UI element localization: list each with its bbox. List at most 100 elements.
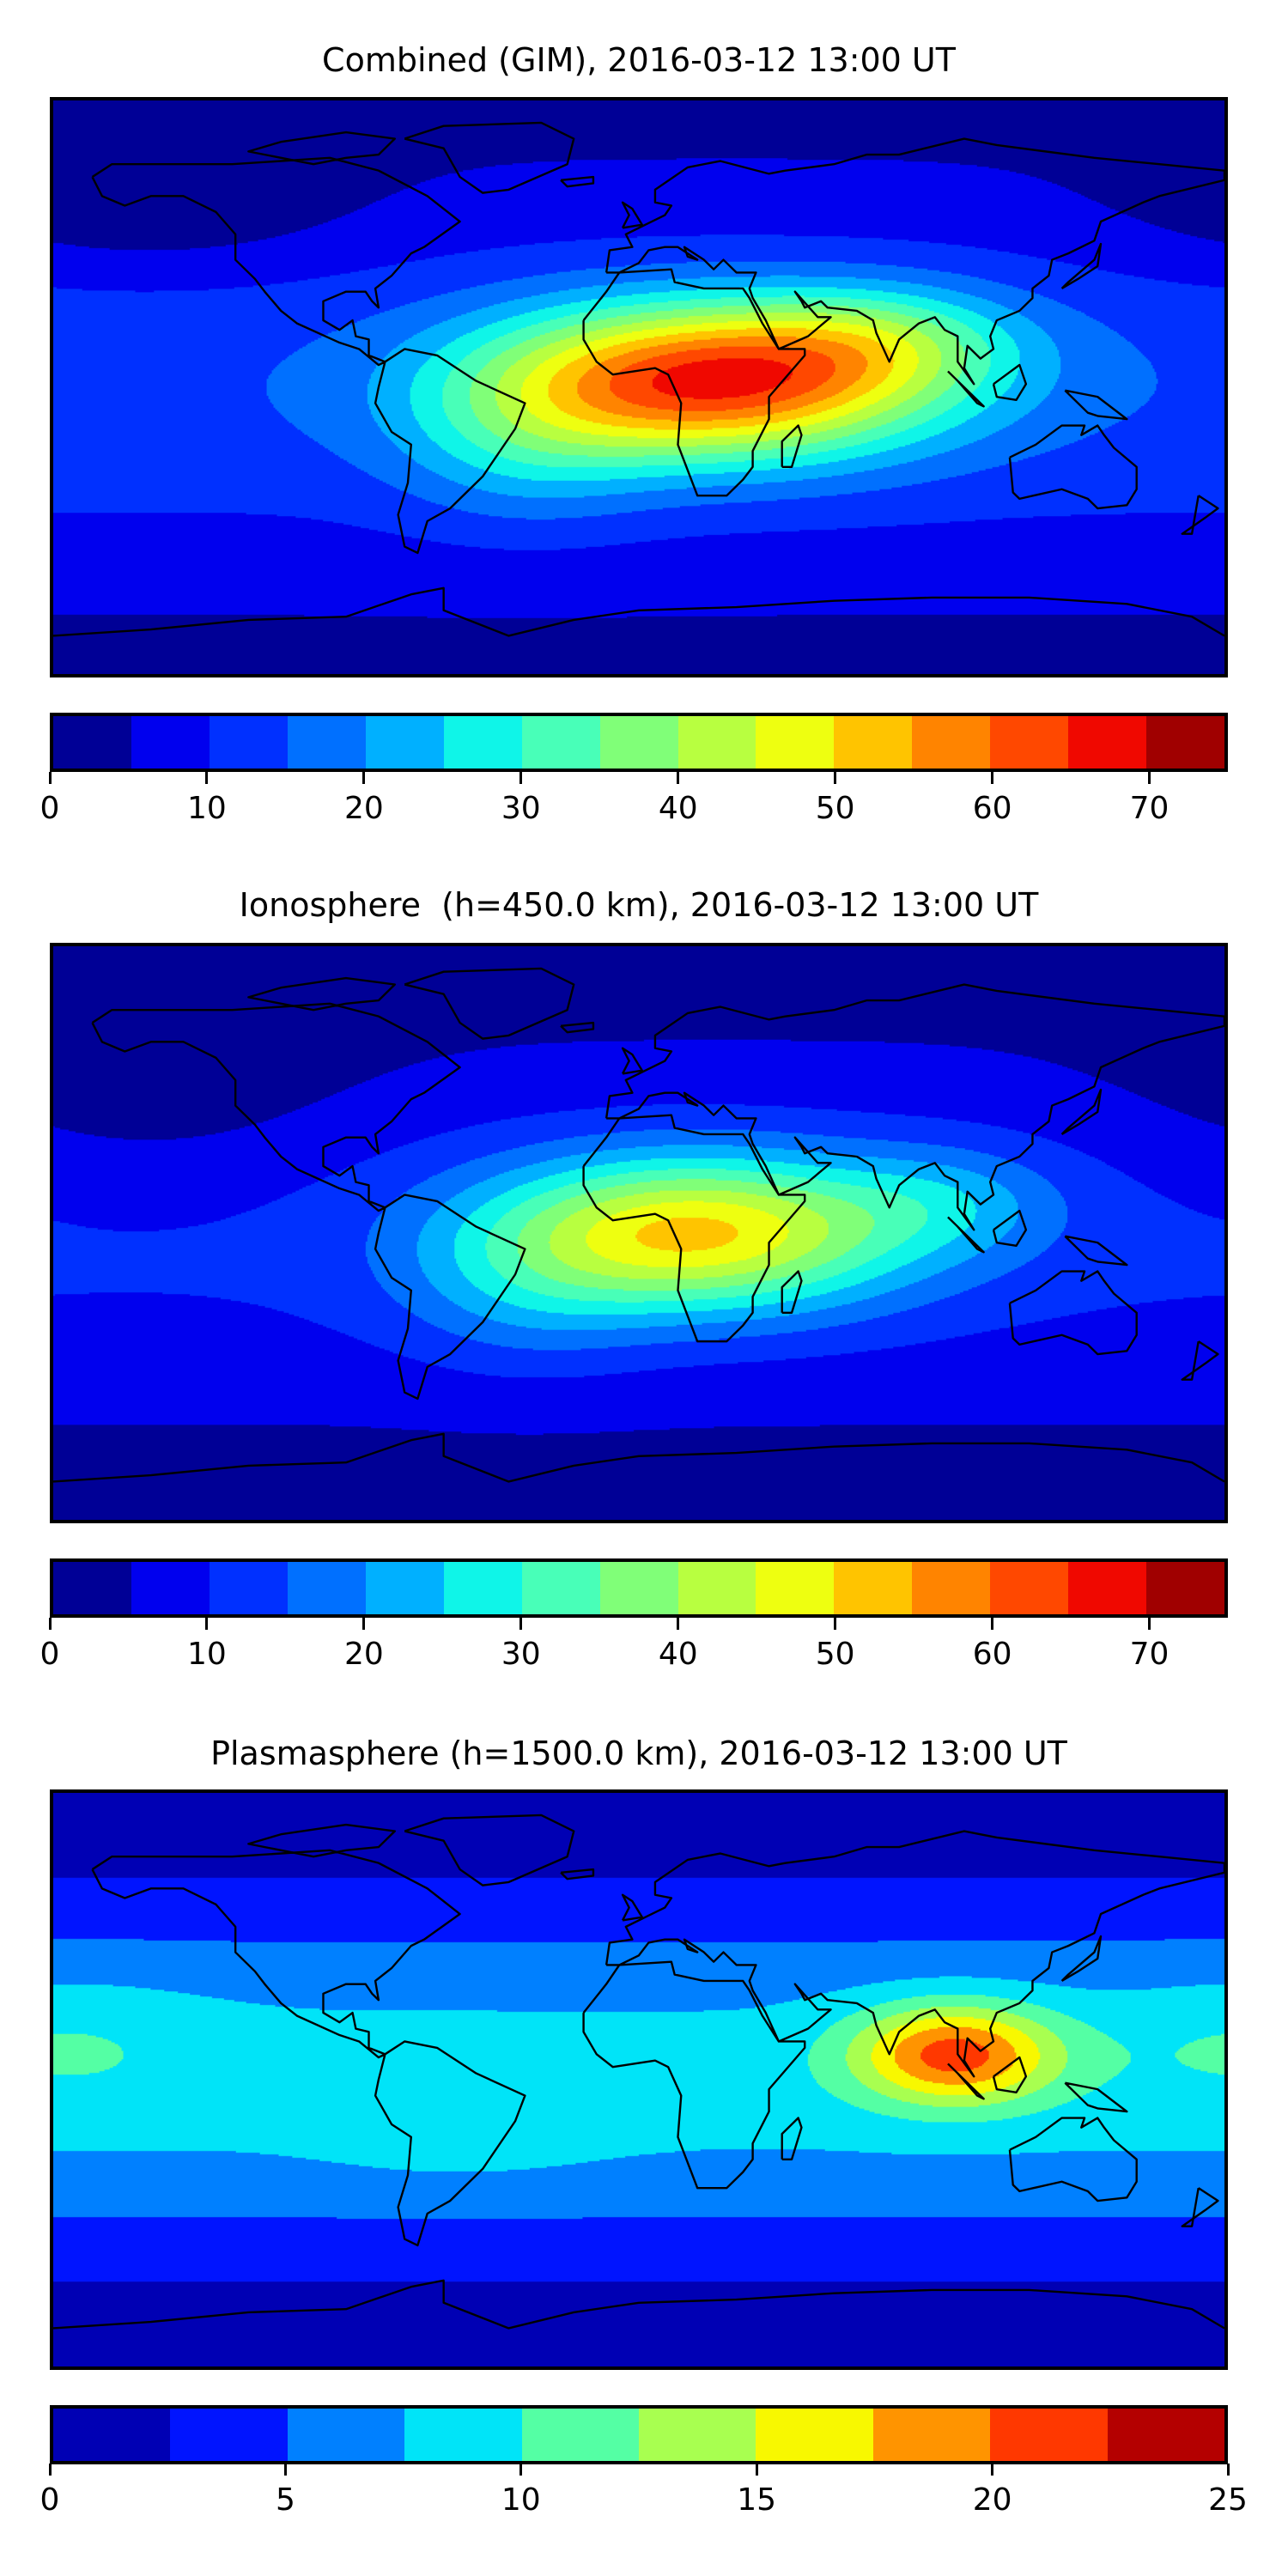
tec-map-ionosphere bbox=[50, 943, 1228, 1523]
colorbar-tick-label: 20 bbox=[343, 1637, 384, 1672]
colorbar-level-9 bbox=[756, 716, 835, 769]
colorbar-tick-label: 20 bbox=[343, 791, 384, 826]
colorbar-level-6 bbox=[521, 716, 600, 769]
colorbar-level-3 bbox=[287, 1562, 366, 1614]
colorbar-level-4 bbox=[365, 716, 444, 769]
colorbar-tick-label: 70 bbox=[1129, 1637, 1170, 1672]
colorbar-level-5 bbox=[639, 2409, 756, 2461]
colorbar-tick bbox=[519, 1618, 523, 1630]
colorbar-tick-label: 25 bbox=[1208, 2482, 1248, 2518]
colorbar-level-8 bbox=[990, 2409, 1108, 2461]
colorbar-tick bbox=[677, 772, 680, 784]
colorbar-ticks: 0 10 20 30 40 50 60 70 bbox=[40, 772, 1228, 841]
colorbar-tick-label: 0 bbox=[39, 791, 60, 826]
chart-title: Ionosphere (h=450.0 km), 2016-03-12 13:0… bbox=[239, 886, 1039, 924]
colorbar-level-0 bbox=[53, 1562, 131, 1614]
colorbar-level-10 bbox=[834, 716, 913, 769]
coastline-path bbox=[53, 123, 1224, 635]
colorbar-tick-label: 15 bbox=[737, 2482, 777, 2518]
colorbar-level-9 bbox=[1107, 2409, 1225, 2461]
colorbar-tick bbox=[362, 772, 366, 784]
colorbar-tick bbox=[991, 1618, 994, 1630]
colorbar-level-1 bbox=[131, 1562, 210, 1614]
colorbar-tick-label: 20 bbox=[972, 2482, 1012, 2518]
colorbar-tick-label: 30 bbox=[501, 1637, 541, 1672]
colorbar-tick-label: 0 bbox=[39, 2482, 60, 2518]
coastline-path bbox=[53, 1815, 1224, 2328]
colorbar-level-5 bbox=[443, 716, 522, 769]
colorbar-level-4 bbox=[365, 1562, 444, 1614]
colorbar-tick-label: 60 bbox=[972, 1637, 1012, 1672]
colorbar-level-2 bbox=[287, 2409, 405, 2461]
colorbar-tick bbox=[1226, 2464, 1230, 2476]
colorbar-level-4 bbox=[521, 2409, 640, 2461]
colorbar bbox=[50, 713, 1228, 772]
colorbar-ticks: 0 10 20 30 40 50 60 70 bbox=[40, 1618, 1228, 1686]
coastlines bbox=[53, 946, 1224, 1520]
colorbar-tick-label: 70 bbox=[1129, 791, 1170, 826]
colorbar-tick bbox=[48, 772, 52, 784]
colorbar-level-5 bbox=[443, 1562, 522, 1614]
colorbar-tick bbox=[48, 1618, 52, 1630]
colorbar-tick-label: 50 bbox=[815, 1637, 855, 1672]
colorbar-tick-label: 10 bbox=[187, 791, 227, 826]
colorbar-level-12 bbox=[990, 1562, 1069, 1614]
colorbar-level-13 bbox=[1068, 1562, 1147, 1614]
contour-field bbox=[53, 100, 1224, 674]
colorbar-level-6 bbox=[521, 1562, 600, 1614]
colorbar-level-11 bbox=[912, 1562, 991, 1614]
colorbar-tick-label: 5 bbox=[275, 2482, 295, 2518]
colorbar-level-3 bbox=[287, 716, 366, 769]
colorbar bbox=[50, 1558, 1228, 1618]
colorbar-tick-label: 60 bbox=[972, 791, 1012, 826]
coastlines bbox=[53, 1793, 1224, 2366]
tec-map-plasmasphere bbox=[50, 1789, 1228, 2370]
colorbar-level-6 bbox=[756, 2409, 873, 2461]
colorbar-tick bbox=[834, 772, 837, 784]
chart-title: Combined (GIM), 2016-03-12 13:00 UT bbox=[322, 41, 956, 79]
colorbar-level-0 bbox=[53, 716, 131, 769]
colorbar-tick-label: 10 bbox=[501, 2482, 541, 2518]
colorbar-level-2 bbox=[209, 1562, 288, 1614]
colorbar-level-3 bbox=[404, 2409, 522, 2461]
colorbar-level-12 bbox=[990, 716, 1069, 769]
colorbar-level-8 bbox=[677, 1562, 756, 1614]
colorbar-tick bbox=[991, 2464, 994, 2476]
colorbar-level-9 bbox=[756, 1562, 835, 1614]
colorbar-tick bbox=[834, 1618, 837, 1630]
colorbar-tick bbox=[283, 2464, 287, 2476]
colorbar-tick-label: 10 bbox=[187, 1637, 227, 1672]
colorbar-tick bbox=[362, 1618, 366, 1630]
colorbar-tick bbox=[991, 772, 994, 784]
colorbar-level-1 bbox=[131, 716, 210, 769]
contour-field bbox=[53, 946, 1224, 1520]
colorbar bbox=[50, 2405, 1228, 2464]
colorbar-tick bbox=[205, 772, 209, 784]
contour-field bbox=[53, 1793, 1224, 2366]
coastline-path bbox=[53, 969, 1224, 1481]
coastlines bbox=[53, 100, 1224, 674]
colorbar-level-7 bbox=[599, 716, 678, 769]
colorbar-tick-label: 0 bbox=[39, 1637, 60, 1672]
colorbar-tick-label: 50 bbox=[815, 791, 855, 826]
colorbar-tick-label: 40 bbox=[658, 791, 698, 826]
colorbar-level-2 bbox=[209, 716, 288, 769]
colorbar-level-7 bbox=[599, 1562, 678, 1614]
colorbar-tick-label: 40 bbox=[658, 1637, 698, 1672]
colorbar-ticks: 0 5 10 15 20 25 bbox=[40, 2464, 1248, 2532]
colorbar-tick bbox=[755, 2464, 758, 2476]
colorbar-tick bbox=[677, 1618, 680, 1630]
colorbar-level-8 bbox=[677, 716, 756, 769]
chart-title: Plasmasphere (h=1500.0 km), 2016-03-12 1… bbox=[210, 1735, 1067, 1772]
colorbar-tick bbox=[519, 772, 523, 784]
colorbar-tick bbox=[205, 1618, 209, 1630]
colorbar-tick-label: 30 bbox=[501, 791, 541, 826]
colorbar-tick bbox=[1148, 1618, 1151, 1630]
colorbar-level-7 bbox=[872, 2409, 991, 2461]
colorbar-tick bbox=[1148, 772, 1151, 784]
colorbar-level-10 bbox=[834, 1562, 913, 1614]
colorbar-level-14 bbox=[1146, 716, 1225, 769]
tec-map-combined bbox=[50, 97, 1228, 677]
colorbar-tick bbox=[48, 2464, 52, 2476]
colorbar-level-13 bbox=[1068, 716, 1147, 769]
